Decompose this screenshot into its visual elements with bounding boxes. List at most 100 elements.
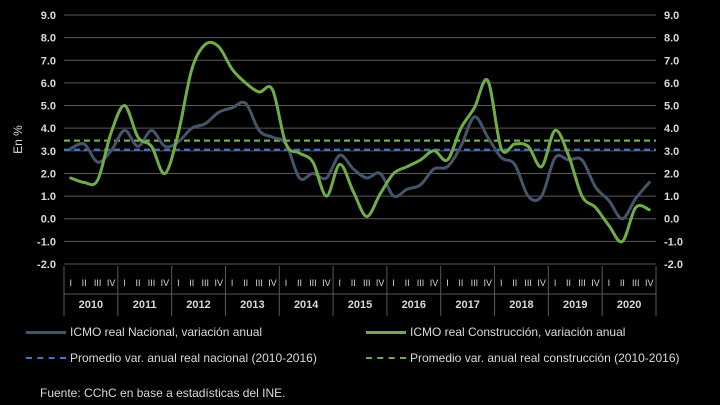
legend-item-promedio-nacional: Promedio var. anual real nacional (2010-…: [26, 351, 317, 365]
legend-item-construccion: ICMO real Construcción, variación anual: [366, 325, 625, 339]
x-tick-label-quarter: I: [339, 278, 342, 288]
x-tick-label-quarter: IV: [591, 278, 600, 288]
x-tick-label-quarter: III: [524, 278, 532, 288]
chart-svg: 9.08.07.06.05.04.03.02.01.00.0-1.0-2.09.…: [11, 10, 683, 316]
x-axis: I II III IV I II III IV I II III IV I II III IV I II III IV…: [63, 266, 657, 316]
x-year-label: 2013: [240, 299, 264, 311]
x-tick-label-quarter: I: [500, 278, 503, 288]
x-tick-label-quarter: IV: [268, 278, 277, 288]
x-tick-label-quarter: III: [148, 278, 156, 288]
legend-label-construccion: ICMO real Construcción, variación anual: [410, 325, 626, 339]
y-tick-label-left: 3.0: [41, 146, 56, 158]
legend-item-nacional: ICMO real Nacional, variación anual: [26, 325, 262, 339]
x-tick-label-quarter: III: [309, 278, 317, 288]
x-tick-label-quarter: II: [135, 278, 140, 288]
x-tick-label-quarter: I: [554, 278, 557, 288]
x-tick-label-quarter: II: [566, 278, 571, 288]
gridlines: [64, 14, 656, 265]
y-tick-label-left: 4.0: [41, 123, 56, 135]
x-tick-label-quarter: I: [123, 278, 126, 288]
y-tick-label-right: 0.0: [664, 214, 679, 226]
legend-swatch-promedio-construccion: [366, 357, 406, 359]
x-tick-label-quarter: II: [405, 278, 410, 288]
x-year-label: 2010: [79, 299, 103, 311]
legend-label-promedio-nacional: Promedio var. anual real nacional (2010-…: [70, 351, 317, 365]
x-tick-label-quarter: II: [620, 278, 625, 288]
x-year-label: 2014: [294, 299, 319, 311]
y-tick-label-right: 4.0: [664, 123, 679, 135]
x-year-label: 2020: [617, 299, 641, 311]
legend-swatch-construccion: [366, 330, 406, 334]
y-axis-right: 9.0 8.0 7.0 6.0 5.0 4.0 3.0 2.0 1.0 0.0 -1.0 -2.0: [664, 10, 683, 271]
legend-swatch-promedio-nacional: [26, 357, 66, 359]
x-year-label: 2019: [563, 299, 587, 311]
x-tick-label-quarter: I: [285, 278, 288, 288]
x-tick-label-quarter: III: [94, 278, 102, 288]
x-tick-label-quarter: II: [82, 278, 87, 288]
x-year-label: 2011: [133, 299, 157, 311]
x-tick-label-quarter: I: [231, 278, 234, 288]
y-tick-label-right: 2.0: [664, 168, 679, 180]
y-tick-label-left: 0.0: [41, 214, 56, 226]
x-tick-label-quarter: III: [363, 278, 371, 288]
x-tick-label-quarter: II: [189, 278, 194, 288]
x-tick-label-quarter: I: [608, 278, 611, 288]
series-line-nacional: [69, 100, 651, 221]
y-tick-label-right: 8.0: [664, 33, 679, 45]
x-tick-label-quarter: IV: [214, 278, 223, 288]
chart-legend: ICMO real Nacional, variación anual ICMO…: [0, 322, 720, 372]
y-tick-label-left: 1.0: [41, 191, 56, 203]
x-year-label: 2012: [186, 299, 210, 311]
x-tick-label-quarter: III: [417, 278, 425, 288]
x-tick-label-quarter: IV: [430, 278, 439, 288]
x-tick-label-quarter: I: [69, 278, 72, 288]
x-tick-label-quarter: III: [471, 278, 479, 288]
y-tick-label-left: 9.0: [41, 10, 56, 22]
x-tick-label-quarter: IV: [376, 278, 385, 288]
y-axis-left: 9.0 8.0 7.0 6.0 5.0 4.0 3.0 2.0 1.0 0.0 -1.0 -2.0: [37, 10, 56, 271]
x-tick-label-quarter: I: [392, 278, 395, 288]
x-tick-label-quarter: III: [202, 278, 210, 288]
x-tick-label-quarter: II: [243, 278, 248, 288]
x-year-label: 2016: [402, 299, 426, 311]
y-tick-label-right: 5.0: [664, 101, 679, 113]
x-tick-label-quarter: I: [446, 278, 449, 288]
x-tick-label-quarter: IV: [484, 278, 493, 288]
series-line-construccion: [69, 40, 651, 244]
x-tick-label-quarter: IV: [537, 278, 546, 288]
x-year-label: 2015: [348, 299, 372, 311]
y-tick-label-left: 8.0: [41, 33, 56, 45]
y-tick-label-right: 1.0: [664, 191, 679, 203]
x-year-label: 2017: [455, 299, 479, 311]
x-tick-label-quarter: III: [578, 278, 586, 288]
x-tick-label-quarter: II: [512, 278, 517, 288]
y-axis-title: En %: [11, 125, 25, 154]
legend-label-promedio-construccion: Promedio var. anual real construcción (2…: [410, 351, 680, 365]
y-tick-label-left: 6.0: [41, 78, 56, 90]
x-tick-label-quarter: IV: [161, 278, 170, 288]
y-tick-label-right: 3.0: [664, 146, 679, 158]
source-note: Fuente: CChC en base a estadísticas del …: [40, 386, 286, 400]
y-tick-label-right: -2.0: [664, 259, 683, 271]
x-tick-label-quarter: I: [177, 278, 180, 288]
x-tick-label-quarter: III: [255, 278, 263, 288]
x-tick-label-quarter: II: [458, 278, 463, 288]
x-year-label: 2018: [509, 299, 533, 311]
y-tick-label-right: 6.0: [664, 78, 679, 90]
legend-swatch-nacional: [26, 330, 66, 334]
x-tick-label-quarter: IV: [107, 278, 116, 288]
legend-label-nacional: ICMO real Nacional, variación anual: [70, 325, 263, 339]
y-tick-label-left: 7.0: [41, 55, 56, 67]
y-tick-label-left: 2.0: [41, 168, 56, 180]
y-tick-label-left: -1.0: [37, 236, 56, 248]
y-tick-label-left: -2.0: [37, 259, 56, 271]
x-tick-label-quarter: II: [297, 278, 302, 288]
y-tick-label-right: 9.0: [664, 10, 679, 22]
legend-item-promedio-construccion: Promedio var. anual real construcción (2…: [366, 351, 679, 365]
x-tick-label-quarter: II: [351, 278, 356, 288]
y-tick-label-right: 7.0: [664, 55, 679, 67]
y-tick-label-right: -1.0: [664, 236, 683, 248]
x-tick-label-quarter: IV: [322, 278, 331, 288]
x-tick-label-quarter: III: [632, 278, 640, 288]
